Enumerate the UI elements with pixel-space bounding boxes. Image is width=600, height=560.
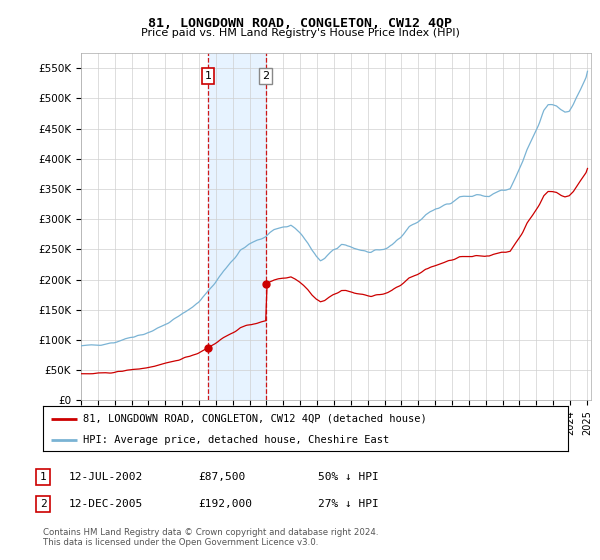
Text: 12-DEC-2005: 12-DEC-2005 — [69, 499, 143, 509]
Text: 1: 1 — [40, 472, 47, 482]
Text: £192,000: £192,000 — [198, 499, 252, 509]
Text: HPI: Average price, detached house, Cheshire East: HPI: Average price, detached house, Ches… — [83, 435, 389, 445]
Text: 1: 1 — [205, 71, 211, 81]
Text: This data is licensed under the Open Government Licence v3.0.: This data is licensed under the Open Gov… — [43, 538, 319, 547]
Text: 27% ↓ HPI: 27% ↓ HPI — [318, 499, 379, 509]
Text: 81, LONGDOWN ROAD, CONGLETON, CW12 4QP: 81, LONGDOWN ROAD, CONGLETON, CW12 4QP — [148, 17, 452, 30]
Text: Contains HM Land Registry data © Crown copyright and database right 2024.: Contains HM Land Registry data © Crown c… — [43, 528, 379, 536]
Text: 2: 2 — [40, 499, 47, 509]
Text: £87,500: £87,500 — [198, 472, 245, 482]
Bar — [583, 53, 591, 400]
Text: 50% ↓ HPI: 50% ↓ HPI — [318, 472, 379, 482]
Text: 81, LONGDOWN ROAD, CONGLETON, CW12 4QP (detached house): 81, LONGDOWN ROAD, CONGLETON, CW12 4QP (… — [83, 413, 427, 423]
Text: 2: 2 — [262, 71, 269, 81]
Text: Price paid vs. HM Land Registry's House Price Index (HPI): Price paid vs. HM Land Registry's House … — [140, 28, 460, 38]
Text: 12-JUL-2002: 12-JUL-2002 — [69, 472, 143, 482]
Bar — [208, 53, 266, 400]
